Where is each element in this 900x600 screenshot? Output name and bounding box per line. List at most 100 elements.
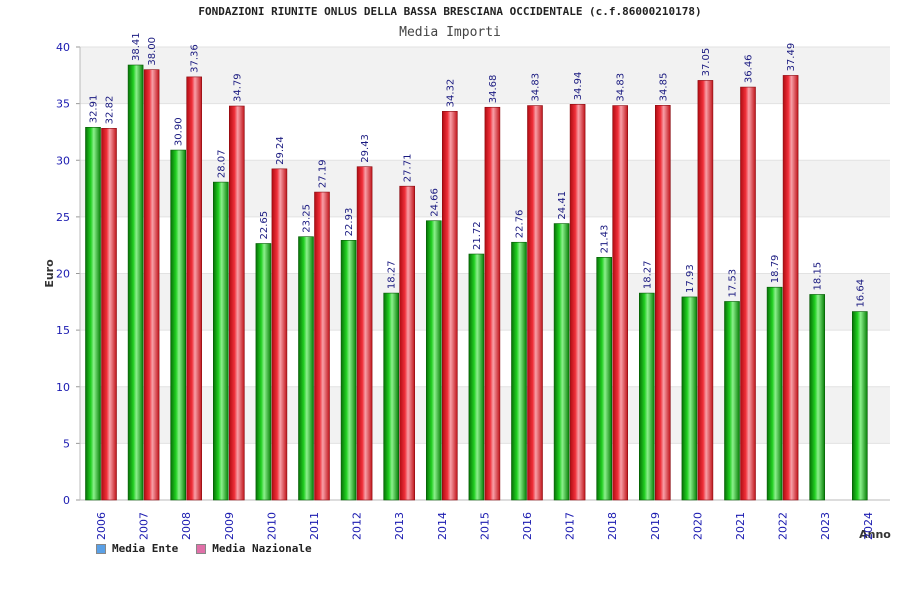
x-tick-label: 2013 xyxy=(393,512,406,540)
x-tick-label: 2018 xyxy=(606,512,619,540)
bar-ente[interactable] xyxy=(553,223,570,501)
bar-ente[interactable] xyxy=(809,294,826,501)
bar-ente[interactable] xyxy=(724,301,740,501)
bar-nazionale[interactable] xyxy=(271,168,288,501)
legend-item-nazionale[interactable]: Media Nazionale xyxy=(196,542,312,555)
data-label: 29.43 xyxy=(360,134,371,163)
x-tick-label: 2019 xyxy=(649,512,662,540)
bar-nazionale[interactable] xyxy=(229,105,245,501)
bar-ente[interactable] xyxy=(213,181,229,501)
bar-nazionale[interactable] xyxy=(101,128,117,501)
data-label: 37.49 xyxy=(786,43,797,72)
bar-ente[interactable] xyxy=(851,311,868,501)
data-label: 32.82 xyxy=(105,96,116,125)
data-label: 17.53 xyxy=(728,269,739,298)
x-tick-label: 2006 xyxy=(95,512,108,540)
x-tick-label: 2012 xyxy=(351,512,364,540)
bar-ente[interactable] xyxy=(298,236,314,501)
x-tick-label: 2015 xyxy=(478,512,491,540)
data-label: 16.64 xyxy=(855,279,866,308)
bar-nazionale[interactable] xyxy=(356,166,373,501)
bar-ente[interactable] xyxy=(638,292,655,501)
bar-ente[interactable] xyxy=(340,240,357,501)
bar-ente[interactable] xyxy=(425,220,442,501)
bar-nazionale[interactable] xyxy=(782,75,799,501)
legend-swatch-nazionale xyxy=(196,543,207,554)
bar-nazionale[interactable] xyxy=(697,80,714,501)
legend-swatch-ente xyxy=(96,543,106,554)
data-label: 24.66 xyxy=(429,188,440,217)
bar-ente[interactable] xyxy=(511,241,527,501)
x-tick-label: 2024 xyxy=(862,512,875,540)
bar-nazionale[interactable] xyxy=(186,76,202,501)
bar-nazionale[interactable] xyxy=(740,86,756,501)
data-label: 18.79 xyxy=(770,255,781,284)
bar-ente[interactable] xyxy=(85,126,101,501)
data-label: 34.94 xyxy=(573,72,584,101)
data-label: 18.27 xyxy=(387,260,398,289)
bar-ente[interactable] xyxy=(170,149,186,501)
bar-ente[interactable] xyxy=(468,253,485,501)
data-label: 27.19 xyxy=(318,159,329,188)
bar-nazionale[interactable] xyxy=(484,106,501,501)
bar-ente[interactable] xyxy=(596,257,613,501)
legend-item-ente[interactable]: Media Ente xyxy=(96,542,178,555)
x-tick-label: 2022 xyxy=(777,512,790,540)
data-label: 34.32 xyxy=(445,79,456,108)
data-label: 38.41 xyxy=(131,32,142,61)
data-label: 30.90 xyxy=(174,117,185,146)
x-tick-label: 2017 xyxy=(564,512,577,540)
x-tick-label: 2023 xyxy=(819,512,832,540)
x-tick-label: 2010 xyxy=(265,512,278,540)
data-label: 28.07 xyxy=(216,149,227,178)
y-tick-label: 0 xyxy=(63,494,70,507)
y-tick-label: 25 xyxy=(56,211,70,224)
data-label: 34.68 xyxy=(488,75,499,104)
data-label: 37.05 xyxy=(701,48,712,77)
data-label: 38.00 xyxy=(147,37,158,66)
y-tick-label: 15 xyxy=(56,324,70,337)
legend-label-ente: Media Ente xyxy=(112,542,179,555)
data-label: 27.71 xyxy=(403,154,414,183)
data-label: 34.85 xyxy=(658,73,669,102)
bar-nazionale[interactable] xyxy=(612,105,629,501)
data-label: 34.83 xyxy=(616,73,627,102)
data-label: 32.91 xyxy=(89,95,100,124)
x-tick-label: 2014 xyxy=(436,512,449,540)
bar-nazionale[interactable] xyxy=(399,185,416,501)
data-label: 34.83 xyxy=(531,73,542,102)
chart-title: FONDAZIONI RIUNITE ONLUS DELLA BASSA BRE… xyxy=(198,5,702,18)
bar-nazionale[interactable] xyxy=(314,191,330,501)
data-label: 24.41 xyxy=(557,191,568,220)
bar-nazionale[interactable] xyxy=(569,104,586,501)
legend-label-nazionale: Media Nazionale xyxy=(212,542,312,555)
y-axis-title: Euro xyxy=(43,259,56,288)
data-label: 37.36 xyxy=(190,44,201,73)
x-tick-label: 2020 xyxy=(691,512,704,540)
x-tick-label: 2016 xyxy=(521,512,534,540)
data-label: 21.72 xyxy=(472,221,483,250)
data-label: 36.46 xyxy=(744,54,755,83)
x-tick-label: 2021 xyxy=(734,512,747,540)
x-tick-label: 2008 xyxy=(180,512,193,540)
bar-ente[interactable] xyxy=(255,243,272,501)
bar-nazionale[interactable] xyxy=(654,105,671,501)
data-label: 34.79 xyxy=(232,73,243,102)
data-label: 29.24 xyxy=(275,136,286,165)
x-tick-label: 2011 xyxy=(308,512,321,540)
data-label: 22.65 xyxy=(259,211,270,240)
y-tick-label: 30 xyxy=(56,154,70,167)
data-label: 18.27 xyxy=(642,260,653,289)
x-axis-title: Anno xyxy=(859,528,891,541)
bar-nazionale[interactable] xyxy=(441,111,458,501)
x-tick-label: 2009 xyxy=(223,512,236,540)
bar-ente[interactable] xyxy=(681,296,698,501)
bar-ente[interactable] xyxy=(766,286,783,501)
bar-nazionale[interactable] xyxy=(527,105,543,501)
bar-ente[interactable] xyxy=(383,292,400,501)
bar-ente[interactable] xyxy=(127,64,144,501)
y-tick-label: 20 xyxy=(56,268,70,281)
y-tick-label: 40 xyxy=(56,41,70,54)
bar-nazionale[interactable] xyxy=(143,69,160,501)
